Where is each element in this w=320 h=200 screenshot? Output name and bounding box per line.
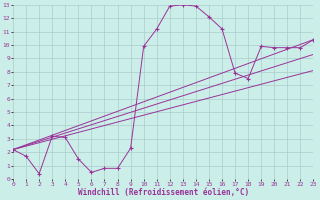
X-axis label: Windchill (Refroidissement éolien,°C): Windchill (Refroidissement éolien,°C) xyxy=(78,188,249,197)
